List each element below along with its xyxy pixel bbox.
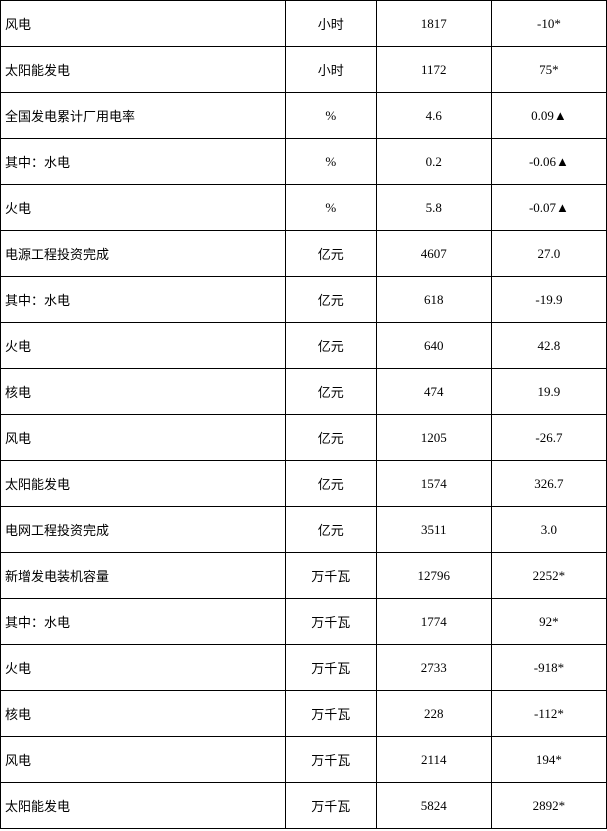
cell-value: 3511 — [376, 507, 491, 553]
cell-name: 核电 — [1, 369, 286, 415]
table-row: 太阳能发电亿元1574326.7 — [1, 461, 607, 507]
cell-change: -0.07▲ — [491, 185, 606, 231]
table-row: 全国发电累计厂用电率%4.60.09▲ — [1, 93, 607, 139]
cell-unit: 万千瓦 — [285, 783, 376, 829]
cell-name: 电源工程投资完成 — [1, 231, 286, 277]
table-row: 其中：水电%0.2-0.06▲ — [1, 139, 607, 185]
table-row: 其中：水电万千瓦177492* — [1, 599, 607, 645]
cell-value: 474 — [376, 369, 491, 415]
cell-unit: 万千瓦 — [285, 599, 376, 645]
table-row: 风电亿元1205-26.7 — [1, 415, 607, 461]
cell-name: 风电 — [1, 1, 286, 47]
cell-value: 5824 — [376, 783, 491, 829]
cell-unit: 亿元 — [285, 277, 376, 323]
cell-unit: % — [285, 93, 376, 139]
cell-change: 0.09▲ — [491, 93, 606, 139]
table-row: 火电万千瓦2733-918* — [1, 645, 607, 691]
cell-unit: 万千瓦 — [285, 645, 376, 691]
cell-name: 火电 — [1, 645, 286, 691]
cell-name: 太阳能发电 — [1, 47, 286, 93]
cell-unit: % — [285, 185, 376, 231]
cell-unit: 万千瓦 — [285, 737, 376, 783]
cell-change: -112* — [491, 691, 606, 737]
cell-value: 5.8 — [376, 185, 491, 231]
cell-unit: 亿元 — [285, 461, 376, 507]
cell-unit: 小时 — [285, 1, 376, 47]
cell-change: 27.0 — [491, 231, 606, 277]
cell-change: -26.7 — [491, 415, 606, 461]
cell-unit: 亿元 — [285, 323, 376, 369]
cell-name: 其中：水电 — [1, 139, 286, 185]
cell-name: 火电 — [1, 185, 286, 231]
table-row: 风电小时1817-10* — [1, 1, 607, 47]
cell-value: 1205 — [376, 415, 491, 461]
cell-value: 4.6 — [376, 93, 491, 139]
cell-change: -10* — [491, 1, 606, 47]
cell-change: 2252* — [491, 553, 606, 599]
table-row: 电网工程投资完成亿元35113.0 — [1, 507, 607, 553]
cell-name: 风电 — [1, 415, 286, 461]
cell-name: 风电 — [1, 737, 286, 783]
cell-change: 3.0 — [491, 507, 606, 553]
cell-value: 0.2 — [376, 139, 491, 185]
cell-unit: 小时 — [285, 47, 376, 93]
cell-value: 2114 — [376, 737, 491, 783]
cell-change: 92* — [491, 599, 606, 645]
table-row: 其中：水电亿元618-19.9 — [1, 277, 607, 323]
table-row: 核电万千瓦228-112* — [1, 691, 607, 737]
cell-unit: 亿元 — [285, 231, 376, 277]
cell-value: 228 — [376, 691, 491, 737]
cell-name: 核电 — [1, 691, 286, 737]
cell-name: 其中：水电 — [1, 599, 286, 645]
table-row: 火电亿元64042.8 — [1, 323, 607, 369]
cell-change: -19.9 — [491, 277, 606, 323]
table-row: 新增发电装机容量万千瓦127962252* — [1, 553, 607, 599]
cell-unit: % — [285, 139, 376, 185]
cell-change: 326.7 — [491, 461, 606, 507]
data-table: 风电小时1817-10*太阳能发电小时117275*全国发电累计厂用电率%4.6… — [0, 0, 607, 829]
cell-name: 新增发电装机容量 — [1, 553, 286, 599]
cell-name: 电网工程投资完成 — [1, 507, 286, 553]
cell-value: 4607 — [376, 231, 491, 277]
cell-change: -918* — [491, 645, 606, 691]
table-row: 核电亿元47419.9 — [1, 369, 607, 415]
cell-name: 其中：水电 — [1, 277, 286, 323]
cell-value: 2733 — [376, 645, 491, 691]
cell-value: 12796 — [376, 553, 491, 599]
cell-unit: 万千瓦 — [285, 553, 376, 599]
cell-unit: 亿元 — [285, 415, 376, 461]
cell-change: 19.9 — [491, 369, 606, 415]
cell-change: -0.06▲ — [491, 139, 606, 185]
table-body: 风电小时1817-10*太阳能发电小时117275*全国发电累计厂用电率%4.6… — [1, 1, 607, 829]
cell-value: 1172 — [376, 47, 491, 93]
cell-unit: 亿元 — [285, 369, 376, 415]
cell-unit: 万千瓦 — [285, 691, 376, 737]
cell-value: 1574 — [376, 461, 491, 507]
cell-unit: 亿元 — [285, 507, 376, 553]
cell-name: 太阳能发电 — [1, 783, 286, 829]
cell-value: 1817 — [376, 1, 491, 47]
table-row: 风电万千瓦2114194* — [1, 737, 607, 783]
table-row: 电源工程投资完成亿元460727.0 — [1, 231, 607, 277]
cell-name: 火电 — [1, 323, 286, 369]
table-row: 火电%5.8-0.07▲ — [1, 185, 607, 231]
cell-value: 640 — [376, 323, 491, 369]
table-row: 太阳能发电小时117275* — [1, 47, 607, 93]
cell-change: 42.8 — [491, 323, 606, 369]
table-row: 太阳能发电万千瓦58242892* — [1, 783, 607, 829]
cell-change: 194* — [491, 737, 606, 783]
cell-name: 全国发电累计厂用电率 — [1, 93, 286, 139]
cell-change: 75* — [491, 47, 606, 93]
cell-name: 太阳能发电 — [1, 461, 286, 507]
cell-change: 2892* — [491, 783, 606, 829]
cell-value: 1774 — [376, 599, 491, 645]
cell-value: 618 — [376, 277, 491, 323]
